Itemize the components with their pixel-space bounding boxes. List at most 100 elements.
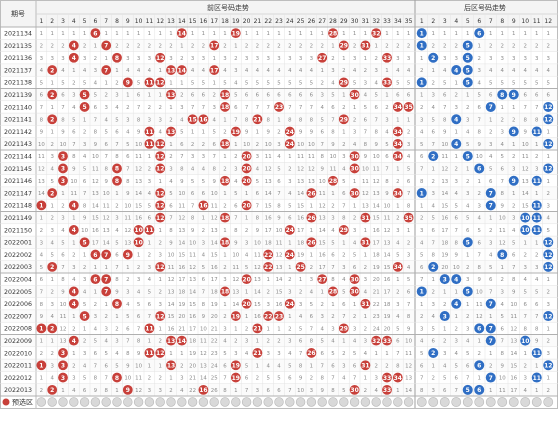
missing-count: 1 — [72, 68, 75, 74]
front-column-number: 5 — [83, 18, 87, 25]
missing-count: 1 — [455, 154, 458, 160]
front-ball — [241, 274, 252, 285]
preselect-front-ball[interactable] — [285, 397, 295, 407]
preselect-back-ball[interactable] — [543, 397, 554, 407]
preselect-back-ball[interactable] — [428, 397, 439, 407]
preselect-front-ball[interactable] — [155, 397, 165, 407]
preselect-front-ball[interactable] — [220, 397, 230, 407]
preselect-front-ball[interactable] — [371, 397, 381, 407]
missing-count: 3 — [115, 339, 118, 345]
back-ball — [531, 212, 542, 223]
preselect-front-ball[interactable] — [339, 397, 349, 407]
missing-count: 10 — [200, 326, 207, 332]
missing-count: 1 — [478, 179, 481, 185]
preselect-front-ball[interactable] — [198, 397, 209, 407]
preselect-front-ball[interactable] — [123, 397, 133, 407]
preselect-front-ball[interactable] — [79, 397, 90, 407]
preselect-front-ball[interactable] — [306, 397, 317, 407]
missing-count: 3 — [353, 228, 356, 234]
missing-count: 3 — [223, 326, 226, 332]
missing-count: 4 — [364, 351, 368, 357]
missing-count: 5 — [478, 228, 481, 234]
preselect-front-ball[interactable] — [58, 397, 68, 407]
missing-count: 14 — [168, 302, 175, 308]
preselect-front-ball[interactable] — [166, 397, 176, 407]
missing-count: 3 — [524, 265, 527, 271]
missing-count: 11 — [522, 154, 529, 160]
missing-count: 18 — [189, 339, 196, 345]
back-column-number: 2 — [431, 18, 435, 25]
front-ball — [144, 126, 155, 137]
preselect-back-ball[interactable] — [508, 397, 519, 407]
missing-count: 1 — [420, 302, 423, 308]
period-cell: 2021136 — [4, 55, 32, 62]
missing-count: 1 — [223, 117, 226, 123]
table-row: 2021136 3 3 3 4 3 2 1 8 3 3 3 12 3 2 3 3 1 3 2 3 3 3 3 3 3 3 27 2 1 3 1… — [4, 52, 550, 63]
preselect-front-ball[interactable] — [252, 397, 263, 407]
back-ball — [543, 101, 554, 112]
preselect-front-ball[interactable] — [69, 397, 79, 407]
preselect-front-ball[interactable] — [349, 397, 360, 407]
preselect-front-ball[interactable] — [393, 397, 403, 407]
front-ball — [187, 114, 198, 125]
preselect-front-ball[interactable] — [274, 397, 284, 407]
preselect-front-ball[interactable] — [187, 397, 198, 407]
missing-count: 1 — [115, 191, 118, 197]
preselect-front-ball[interactable] — [209, 397, 219, 407]
missing-count: 1 — [158, 277, 161, 283]
preselect-front-ball[interactable] — [112, 397, 122, 407]
preselect-front-ball[interactable] — [403, 397, 414, 407]
missing-count: 1 — [72, 351, 75, 357]
missing-count: 6 — [61, 253, 65, 259]
front-ball-number: 20 — [242, 276, 250, 283]
preselect-front-ball[interactable] — [101, 397, 111, 407]
preselect-back-ball[interactable] — [474, 397, 485, 407]
missing-count: 2 — [277, 43, 280, 49]
front-ball-number: 14 — [178, 67, 186, 74]
preselect-front-ball[interactable] — [36, 397, 47, 407]
missing-count: 1 — [455, 31, 458, 37]
preselect-back-ball[interactable] — [416, 397, 427, 407]
preselect-back-ball[interactable] — [497, 397, 508, 407]
preselect-back-ball[interactable] — [462, 397, 473, 407]
preselect-front-ball[interactable] — [328, 397, 338, 407]
preselect-back-ball[interactable] — [451, 397, 462, 407]
preselect-front-ball[interactable] — [90, 397, 101, 407]
preselect-back-ball[interactable] — [520, 397, 531, 407]
front-column-number: 18 — [221, 18, 229, 25]
missing-count: 8 — [40, 302, 44, 308]
missing-count: 4 — [148, 277, 152, 283]
missing-count: 9 — [443, 130, 447, 136]
missing-count: 3 — [266, 56, 269, 62]
front-ball-number: 33 — [383, 338, 391, 345]
missing-count: 8 — [524, 326, 528, 332]
preselect-front-ball[interactable] — [133, 397, 144, 407]
missing-count: 8 — [191, 216, 195, 222]
preselect-front-ball[interactable] — [241, 397, 252, 407]
preselect-back-ball[interactable] — [485, 397, 496, 407]
missing-count: 3 — [256, 154, 259, 160]
front-ball-number: 24 — [286, 227, 294, 234]
preselect-front-ball[interactable] — [231, 397, 241, 407]
preselect-front-ball[interactable] — [47, 397, 57, 407]
preselect-back-ball[interactable] — [531, 397, 542, 407]
front-ball-number: 3 — [61, 166, 65, 173]
preselect-front-ball[interactable] — [177, 397, 187, 407]
preselect-front-ball[interactable] — [382, 397, 392, 407]
missing-count: 1 — [158, 228, 161, 234]
preselect-front-ball[interactable] — [144, 397, 155, 407]
preselect-front-ball[interactable] — [317, 397, 327, 407]
preselect-front-ball[interactable] — [263, 397, 273, 407]
back-ball — [543, 114, 554, 125]
missing-count: 1 — [331, 191, 334, 197]
missing-count: 1 — [40, 216, 43, 222]
front-column-number: 33 — [383, 18, 391, 25]
row-stripe — [0, 88, 558, 101]
missing-count: 4 — [234, 80, 238, 86]
preselect-front-ball[interactable] — [295, 397, 306, 407]
preselect-front-ball[interactable] — [360, 397, 371, 407]
missing-count: 9 — [501, 203, 505, 209]
missing-count: 3 — [535, 166, 538, 172]
preselect-back-ball[interactable] — [439, 397, 450, 407]
missing-count: 8 — [266, 117, 270, 123]
